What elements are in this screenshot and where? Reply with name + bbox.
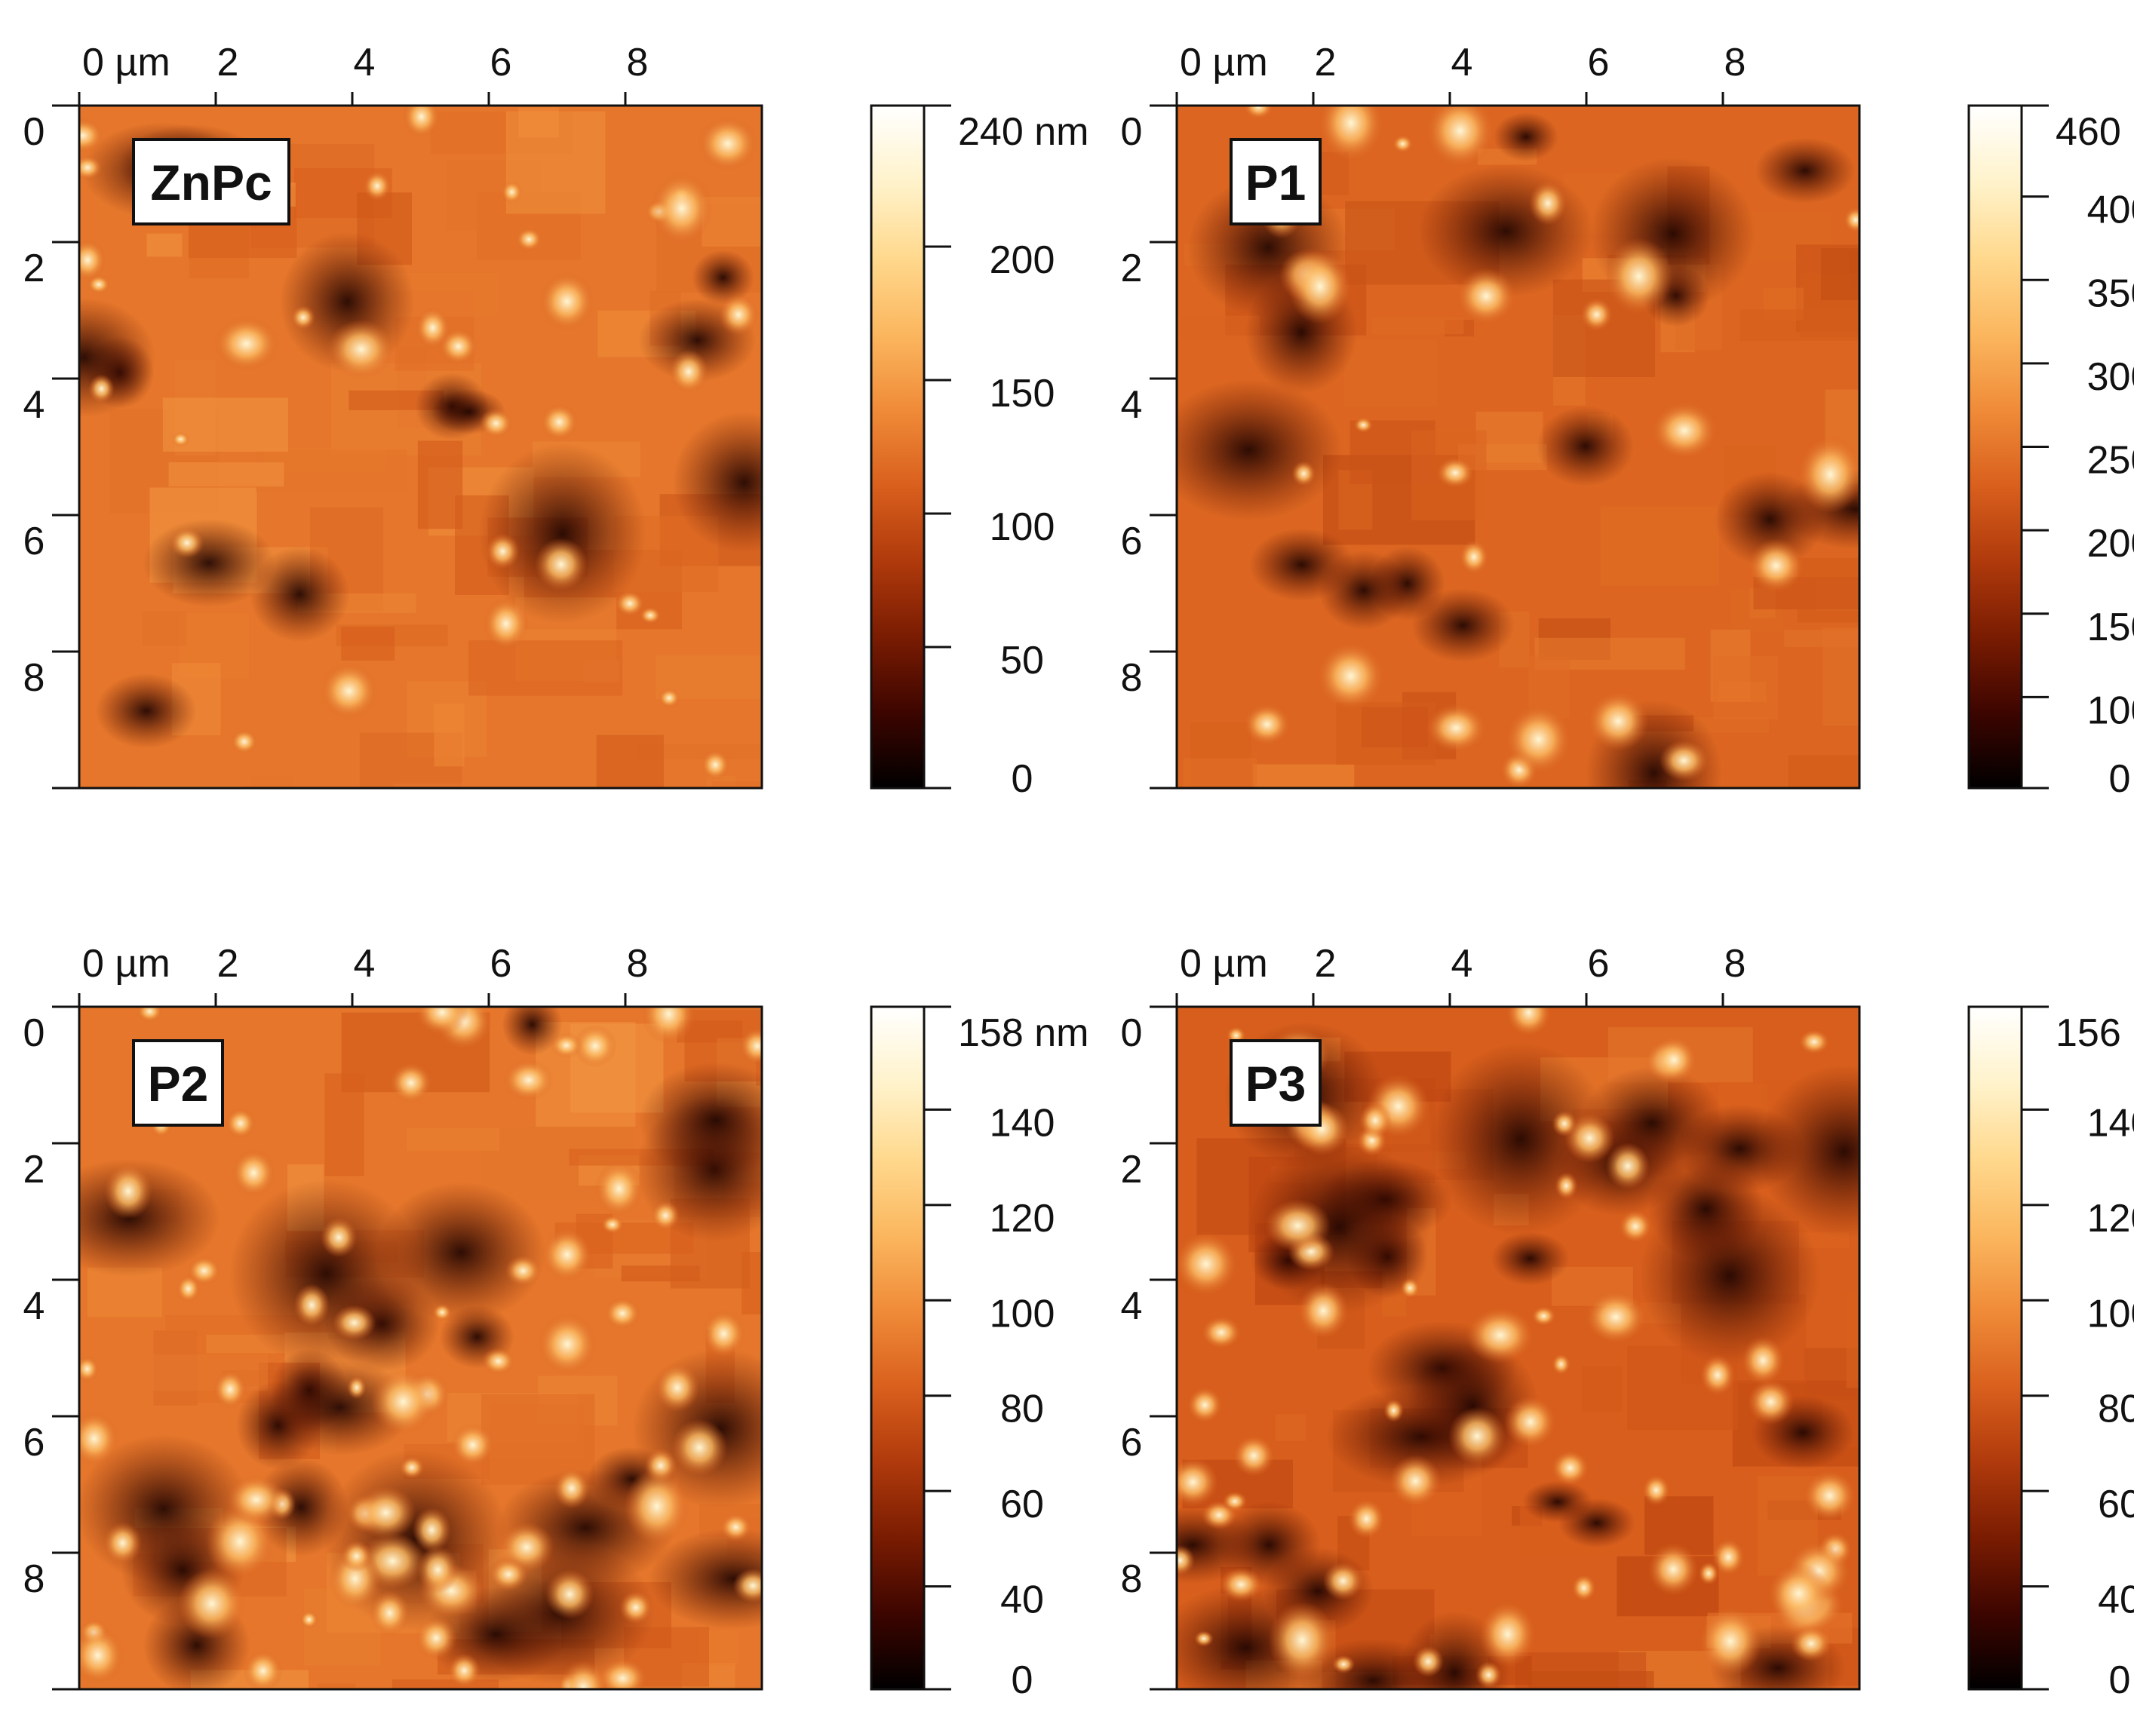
sample-label: P2	[132, 1039, 224, 1127]
colorbar-max-label: 460 nm	[2056, 110, 2134, 154]
colorbar: 158 nm 140 120 100 80 60 40 0	[870, 1005, 1088, 1702]
afm-panel-p1: 0 µm 2 4 6 8 0 2 4 6 8 P1 460 nm 400 350 300 250 200 150 1…	[1121, 41, 2134, 801]
x-tick-label: 4	[1451, 41, 1473, 84]
height-map-p2	[79, 1007, 762, 1689]
y-tick-label: 0	[23, 1011, 45, 1055]
colorbar-tick-label: 350	[2087, 271, 2134, 315]
colorbar-tick-label: 40	[1000, 1578, 1044, 1622]
x-tick-label: 8	[627, 942, 649, 986]
sample-label-text: P2	[148, 1056, 209, 1112]
x-tick-label: 2	[1315, 41, 1337, 84]
colorbar-tick-label: 80	[1000, 1388, 1044, 1431]
y-tick-label: 2	[23, 1148, 45, 1192]
colorbar-tick-label: 140	[990, 1101, 1055, 1145]
afm-panel-zncp: 0 µm 2 4 6 8 0 2 4 6 8 ZnPc 240 nm 200 150 100 50 0	[23, 41, 1089, 801]
colorbar-tick-label: 0	[2109, 757, 2131, 801]
x-axis-unit-label: 0 µm	[1180, 942, 1268, 986]
y-tick-label: 8	[23, 1557, 45, 1601]
y-tick-label: 4	[1121, 383, 1143, 427]
y-tick-label: 2	[1121, 1148, 1143, 1192]
colorbar-tick-label: 0	[1012, 1658, 1033, 1702]
colorbar-tick-label: 100	[2087, 689, 2134, 732]
x-tick-label: 8	[1724, 41, 1746, 84]
colorbar-tick-label: 400	[2087, 189, 2134, 232]
y-tick-label: 6	[23, 520, 45, 563]
sample-label: P1	[1230, 138, 1322, 225]
sample-label-text: P3	[1245, 1056, 1306, 1112]
x-axis-unit-label: 0 µm	[82, 41, 170, 84]
x-tick-label: 4	[1451, 942, 1473, 986]
colorbar-tick-label: 60	[1000, 1483, 1044, 1526]
colorbar-tick-label: 150	[990, 372, 1055, 416]
colorbar-tick-label: 100	[2087, 1292, 2134, 1336]
colorbar: 460 nm 400 350 300 250 200 150 100 0	[1967, 104, 2134, 801]
colorbar-tick-label: 60	[2098, 1483, 2134, 1526]
sample-label: P3	[1230, 1039, 1322, 1127]
x-tick-label: 6	[1588, 942, 1610, 986]
colorbar-tick-label: 120	[990, 1197, 1055, 1241]
colorbar-tick-label: 100	[990, 1292, 1055, 1336]
colorbar-max-label: 156 nm	[2056, 1011, 2134, 1055]
x-tick-label: 8	[1724, 942, 1746, 986]
y-tick-label: 6	[23, 1421, 45, 1465]
sample-label-text: P1	[1245, 155, 1306, 210]
sample-label-text: ZnPc	[150, 155, 272, 210]
colorbar-tick-label: 200	[2087, 522, 2134, 566]
colorbar-tick-label: 0	[2109, 1658, 2131, 1702]
colorbar-tick-label: 40	[2098, 1578, 2134, 1622]
colorbar-tick-label: 150	[2087, 606, 2134, 649]
y-tick-label: 2	[1121, 247, 1143, 290]
x-axis-unit-label: 0 µm	[1180, 41, 1268, 84]
y-tick-label: 6	[1121, 1421, 1143, 1465]
y-tick-label: 4	[1121, 1284, 1143, 1328]
y-tick-label: 0	[1121, 1011, 1143, 1055]
colorbar-tick-label: 120	[2087, 1197, 2134, 1241]
colorbar-tick-label: 100	[990, 505, 1055, 549]
x-axis-unit-label: 0 µm	[82, 942, 170, 986]
colorbar-tick-label: 80	[2098, 1388, 2134, 1431]
colorbar-max-label: 240 nm	[958, 110, 1088, 154]
x-tick-label: 6	[490, 942, 512, 986]
colorbar-tick-label: 140	[2087, 1101, 2134, 1145]
y-tick-label: 2	[23, 247, 45, 290]
y-tick-label: 0	[23, 110, 45, 154]
colorbar-tick-label: 200	[990, 238, 1055, 282]
x-tick-label: 6	[490, 41, 512, 84]
height-map-p1	[1177, 106, 1859, 788]
y-tick-label: 0	[1121, 110, 1143, 154]
x-tick-label: 8	[627, 41, 649, 84]
sample-label: ZnPc	[132, 138, 290, 225]
colorbar: 240 nm 200 150 100 50 0	[870, 104, 1088, 801]
y-tick-label: 8	[1121, 1557, 1143, 1601]
y-tick-label: 8	[23, 656, 45, 700]
height-map-zncp	[79, 106, 762, 788]
y-tick-label: 4	[23, 383, 45, 427]
colorbar-tick-label: 250	[2087, 439, 2134, 483]
y-tick-label: 8	[1121, 656, 1143, 700]
x-tick-label: 4	[354, 41, 376, 84]
x-tick-label: 2	[1315, 942, 1337, 986]
y-tick-label: 4	[23, 1284, 45, 1328]
y-tick-label: 6	[1121, 520, 1143, 563]
colorbar-tick-label: 300	[2087, 355, 2134, 399]
x-tick-label: 2	[217, 41, 239, 84]
x-tick-label: 2	[217, 942, 239, 986]
x-tick-label: 6	[1588, 41, 1610, 84]
colorbar-max-label: 158 nm	[958, 1011, 1088, 1055]
colorbar: 156 nm 140 120 100 80 60 40 0	[1967, 1005, 2134, 1702]
colorbar-tick-label: 0	[1012, 757, 1033, 801]
x-tick-label: 4	[354, 942, 376, 986]
colorbar-tick-label: 50	[1000, 639, 1044, 682]
